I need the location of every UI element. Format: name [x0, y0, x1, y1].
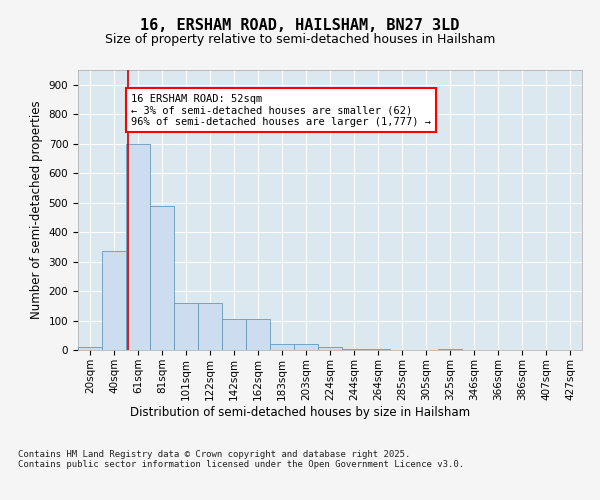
Bar	[78, 347, 101, 350]
Bar	[271, 344, 294, 350]
Y-axis label: Number of semi-detached properties: Number of semi-detached properties	[30, 100, 43, 320]
Bar	[222, 319, 245, 350]
Text: 16, ERSHAM ROAD, HAILSHAM, BN27 3LD: 16, ERSHAM ROAD, HAILSHAM, BN27 3LD	[140, 18, 460, 32]
Bar	[173, 303, 199, 350]
Text: 16 ERSHAM ROAD: 52sqm
← 3% of semi-detached houses are smaller (62)
96% of semi-: 16 ERSHAM ROAD: 52sqm ← 3% of semi-detac…	[131, 94, 431, 127]
Bar	[438, 348, 461, 350]
Text: Size of property relative to semi-detached houses in Hailsham: Size of property relative to semi-detach…	[105, 32, 495, 46]
Bar	[294, 344, 317, 350]
Text: Distribution of semi-detached houses by size in Hailsham: Distribution of semi-detached houses by …	[130, 406, 470, 419]
Bar	[127, 144, 150, 350]
Bar	[101, 252, 127, 350]
Bar	[199, 303, 222, 350]
Bar	[343, 348, 366, 350]
Bar	[317, 347, 343, 350]
Text: Contains HM Land Registry data © Crown copyright and database right 2025.
Contai: Contains HM Land Registry data © Crown c…	[18, 450, 464, 469]
Bar	[366, 348, 389, 350]
Bar	[150, 206, 173, 350]
Bar	[245, 319, 271, 350]
